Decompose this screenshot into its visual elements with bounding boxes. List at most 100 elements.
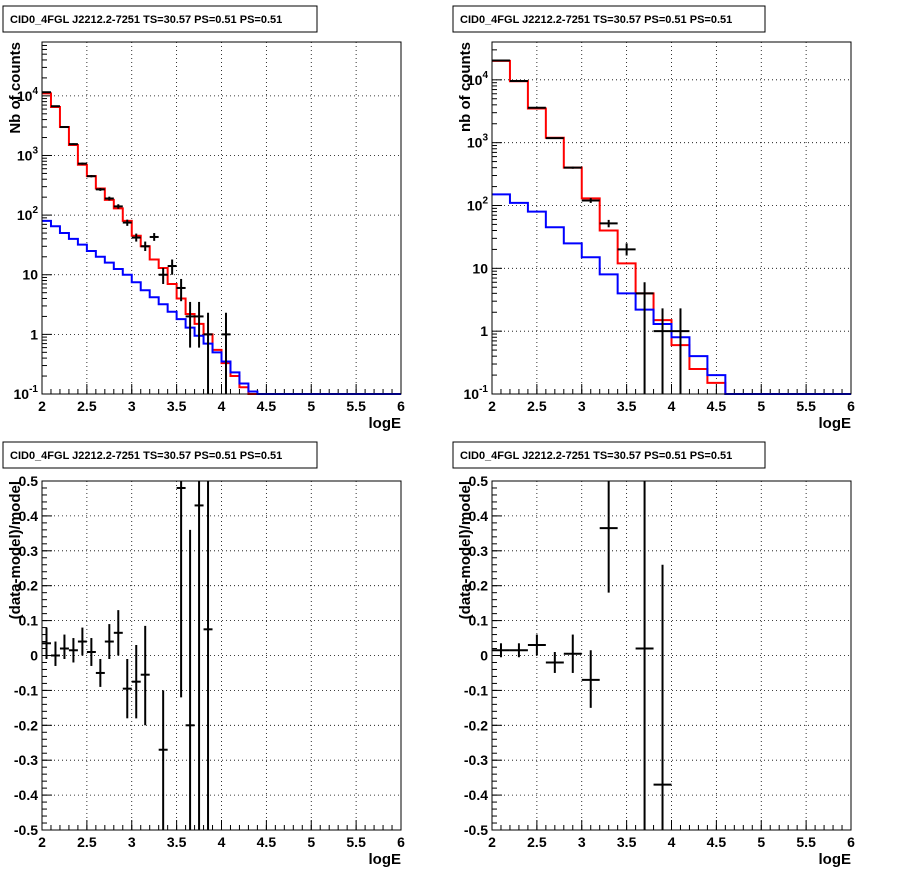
- data-point: [122, 219, 132, 226]
- x-tick-label: 4: [668, 398, 676, 414]
- y-tick-label: 0.5: [19, 473, 39, 489]
- chart-panel-3: CID0_4FGL J2212.2-7251 TS=30.57 PS=0.51 …: [2, 441, 405, 868]
- data-point: [221, 312, 231, 394]
- x-tick-label: 3.5: [167, 398, 187, 414]
- plot-frame: [491, 41, 852, 395]
- data-point: [42, 627, 51, 659]
- data-point: [158, 267, 168, 284]
- data-point: [176, 481, 186, 698]
- x-tick-label: 4: [668, 834, 676, 850]
- y-tick-label: -0.3: [14, 752, 38, 768]
- y-tick-label: -0.4: [464, 787, 488, 803]
- y-tick-label: 0.1: [19, 613, 39, 629]
- x-tick-label: 2.5: [77, 834, 97, 850]
- x-tick-label: 5.5: [346, 834, 366, 850]
- plot-frame: [491, 480, 852, 831]
- y-tick-label: -0.5: [464, 822, 488, 838]
- x-tick-label: 3: [578, 834, 586, 850]
- data-point: [131, 233, 141, 242]
- data-point: [68, 638, 78, 663]
- x-tick-label: 2.5: [77, 398, 97, 414]
- data-point: [140, 625, 150, 726]
- chart-panel-4: CID0_4FGL J2212.2-7251 TS=30.57 PS=0.51 …: [452, 441, 855, 868]
- data-point: [158, 690, 168, 830]
- x-tick-label: 4.5: [257, 398, 277, 414]
- y-tick-label: 102: [17, 205, 39, 223]
- chart-panel-1: CID0_4FGL J2212.2-7251 TS=30.57 PS=0.51 …: [2, 5, 405, 432]
- chart-title: CID0_4FGL J2212.2-7251 TS=30.57 PS=0.51 …: [460, 14, 732, 26]
- x-tick-label: 3.5: [167, 834, 187, 850]
- chart-title: CID0_4FGL J2212.2-7251 TS=30.57 PS=0.51 …: [10, 450, 282, 462]
- y-axis-label: Nb of counts: [7, 42, 24, 134]
- x-tick-label: 5: [307, 834, 315, 850]
- x-tick-label: 3: [128, 834, 136, 850]
- data-point: [509, 643, 528, 658]
- data-point: [59, 126, 69, 129]
- data-point: [653, 564, 672, 830]
- data-point: [77, 627, 87, 656]
- y-tick-label: 10: [472, 260, 488, 276]
- y-tick-label: 0.2: [469, 578, 489, 594]
- data-point: [527, 634, 546, 656]
- y-tick-label: 104: [467, 70, 489, 88]
- x-axis-label: logE: [369, 415, 402, 432]
- x-tick-label: 3: [128, 398, 136, 414]
- x-axis-label: logE: [819, 415, 852, 432]
- data-point: [194, 481, 204, 830]
- x-tick-label: 2.5: [527, 398, 547, 414]
- data-point: [185, 529, 195, 830]
- data-point: [59, 634, 69, 659]
- x-axis-label: logE: [369, 851, 402, 868]
- data-point: [203, 312, 213, 394]
- x-tick-label: 4.5: [257, 834, 277, 850]
- chart-title: CID0_4FGL J2212.2-7251 TS=30.57 PS=0.51 …: [10, 14, 282, 26]
- chart-title: CID0_4FGL J2212.2-7251 TS=30.57 PS=0.51 …: [460, 450, 732, 462]
- data-point: [563, 166, 582, 169]
- y-tick-label: 102: [467, 195, 489, 213]
- data-point: [95, 187, 105, 191]
- y-axis-label: nb of counts: [457, 42, 474, 132]
- x-tick-label: 4.5: [707, 398, 727, 414]
- data-point: [194, 301, 204, 348]
- data-point: [113, 610, 123, 656]
- x-tick-label: 3: [578, 398, 586, 414]
- y-tick-label: -0.2: [464, 717, 488, 733]
- title-box: [452, 5, 766, 33]
- data-point: [492, 59, 510, 62]
- data-point: [599, 219, 618, 228]
- data-point: [563, 634, 582, 673]
- data-point: [492, 643, 510, 658]
- y-tick-label: 0.3: [469, 543, 489, 559]
- x-axis-label: logE: [819, 851, 852, 868]
- x-tick-label: 2: [488, 834, 496, 850]
- y-tick-label: 104: [17, 86, 39, 104]
- data-point: [671, 308, 690, 394]
- data-point: [581, 650, 600, 708]
- x-tick-label: 5: [307, 398, 315, 414]
- y-tick-label: 10-1: [464, 384, 489, 402]
- y-axis-label: (data-model)/model: [457, 481, 474, 619]
- data-point: [599, 481, 618, 593]
- data-point: [167, 259, 177, 275]
- y-tick-label: 103: [17, 145, 39, 163]
- data-point: [617, 243, 636, 256]
- x-tick-label: 4: [218, 398, 226, 414]
- data-point: [545, 652, 564, 673]
- y-tick-label: 1: [480, 323, 488, 339]
- x-tick-label: 2: [38, 398, 46, 414]
- data-point: [104, 624, 114, 659]
- data-point: [185, 301, 195, 348]
- y-tick-label: 0.3: [19, 543, 39, 559]
- data-point: [653, 308, 672, 394]
- y-tick-label: 103: [467, 133, 489, 151]
- x-tick-label: 6: [397, 834, 405, 850]
- data-point: [86, 175, 96, 178]
- data-point: [176, 278, 186, 302]
- y-tick-label: 0.2: [19, 578, 39, 594]
- data-point: [95, 658, 105, 687]
- y-tick-label: -0.4: [14, 787, 38, 803]
- x-tick-label: 4.5: [707, 834, 727, 850]
- y-tick-label: 1: [30, 326, 38, 342]
- x-tick-label: 5.5: [796, 398, 816, 414]
